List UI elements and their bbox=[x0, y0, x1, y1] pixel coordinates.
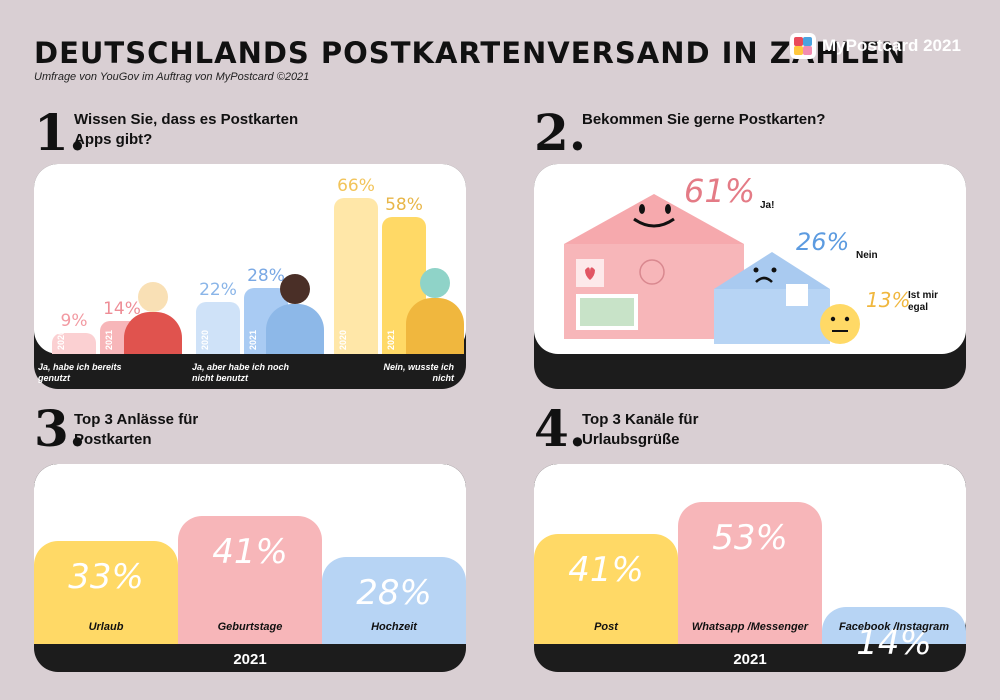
person-figure-1 bbox=[138, 282, 168, 312]
bar-value-2: 41% bbox=[212, 531, 288, 572]
bar-category-1: Urlaub bbox=[88, 621, 124, 633]
chart-panel-1: 9% 2020 14% 2021 Ja, habe ich bereits genutz… bbox=[34, 164, 466, 389]
bar-category-1: Post bbox=[594, 620, 618, 633]
mypostcard-logo-icon bbox=[790, 33, 816, 59]
bar-1: 41% Post bbox=[534, 534, 678, 644]
bar-2: 41% Geburtstage bbox=[178, 515, 322, 644]
bar-value-3: 14% bbox=[856, 622, 932, 663]
bar-category-2: Whatsapp /Messenger bbox=[691, 620, 809, 633]
bar-2020-1 bbox=[52, 332, 96, 354]
bar-label-2021-1: 14% bbox=[103, 299, 141, 319]
year-label: 2021 bbox=[233, 651, 267, 668]
label-ja: Ja! bbox=[760, 200, 775, 211]
label-egal: Ist mir egal bbox=[908, 290, 939, 313]
question-2-number: 2. bbox=[534, 103, 587, 162]
year-label: 2021 bbox=[733, 651, 767, 668]
bar-label-2021-3: 58% bbox=[385, 195, 423, 216]
question-3-number: 3. bbox=[34, 399, 87, 458]
chart-panel-4: 41% Post 53% Whatsapp /Messenger 14% Facebook… bbox=[534, 464, 966, 672]
year-label-2020-3: 2020 bbox=[338, 329, 348, 350]
bar-value-3: 28% bbox=[356, 572, 432, 613]
bar-1: 33% Urlaub bbox=[34, 540, 178, 644]
question-4-number: 4. bbox=[534, 399, 587, 458]
chart-panel-3: 33% Urlaub 41% Geburtstage 28% Hochzeit 2021 bbox=[34, 464, 466, 672]
bar-2020-2 bbox=[196, 302, 240, 354]
category-label-2: Ja, aber habe ich noch nicht benutzt bbox=[192, 362, 290, 383]
pct-egal: 13% bbox=[866, 288, 911, 312]
envelope-illustration bbox=[564, 194, 860, 344]
bar-label-2021-2: 28% bbox=[247, 266, 285, 286]
year-label-2021-3: 2021 bbox=[386, 329, 396, 350]
bar-3: 14% Facebook /Instagram bbox=[822, 606, 966, 663]
brand-name: MyPostcard 2021 bbox=[822, 36, 961, 55]
question-2-text: Bekommen Sie gerne Postkarten? bbox=[582, 111, 826, 128]
bar-value-2: 53% bbox=[712, 518, 788, 559]
question-1-text: Wissen Sie, dass es Postkarten Apps gibt… bbox=[74, 111, 299, 148]
year-label-2021-1: 2021 bbox=[104, 329, 114, 350]
bar-category-2: Geburtstage bbox=[217, 621, 283, 633]
page-subtitle: Umfrage von YouGov im Auftrag von MyPost… bbox=[34, 71, 310, 83]
bar-3: 28% Hochzeit bbox=[322, 556, 466, 644]
year-label-2020-2: 2020 bbox=[200, 329, 210, 350]
bar-category-3: Hochzeit bbox=[371, 621, 417, 633]
pct-nein: 26% bbox=[796, 228, 850, 256]
person-figure-2 bbox=[280, 274, 310, 304]
category-label-1: Ja, habe ich bereits genutzt bbox=[38, 362, 122, 383]
person-body-1 bbox=[124, 312, 182, 354]
question-1-number: 1. bbox=[34, 103, 87, 162]
category-label-3: Nein, wusste ich nicht bbox=[383, 362, 454, 383]
question-4-text: Top 3 Kanäle für Urlaubsgrüße bbox=[582, 411, 699, 448]
bar-value-1: 41% bbox=[568, 550, 644, 591]
question-3-text: Top 3 Anlässe für Postkarten bbox=[74, 411, 199, 448]
label-nein: Nein bbox=[856, 250, 878, 261]
person-body-2 bbox=[266, 304, 324, 354]
bar-2: 53% Whatsapp /Messenger bbox=[678, 502, 822, 644]
page-title: DEUTSCHLANDS POSTKARTENVERSAND IN ZAHLEN bbox=[34, 36, 907, 70]
bar-label-2020-1: 9% bbox=[60, 310, 88, 331]
bar-label-2020-3: 66% bbox=[337, 176, 375, 197]
bar-2020-3 bbox=[334, 198, 378, 354]
pct-ja: 61% bbox=[684, 172, 756, 210]
chart-panel-2: 61% Ja! 26% Nein 13% Ist mir egal bbox=[534, 164, 966, 389]
brand-logo: MyPostcard 2021 bbox=[790, 33, 961, 59]
year-label-2021-2: 2021 bbox=[248, 329, 258, 350]
bar-label-2020-2: 22% bbox=[199, 280, 237, 301]
bar-category-3: Facebook /Instagram bbox=[838, 621, 950, 633]
person-body-3 bbox=[406, 298, 464, 354]
year-label-2020-1: 2020 bbox=[56, 329, 66, 350]
person-figure-3 bbox=[420, 268, 450, 298]
bar-value-1: 33% bbox=[68, 556, 144, 597]
